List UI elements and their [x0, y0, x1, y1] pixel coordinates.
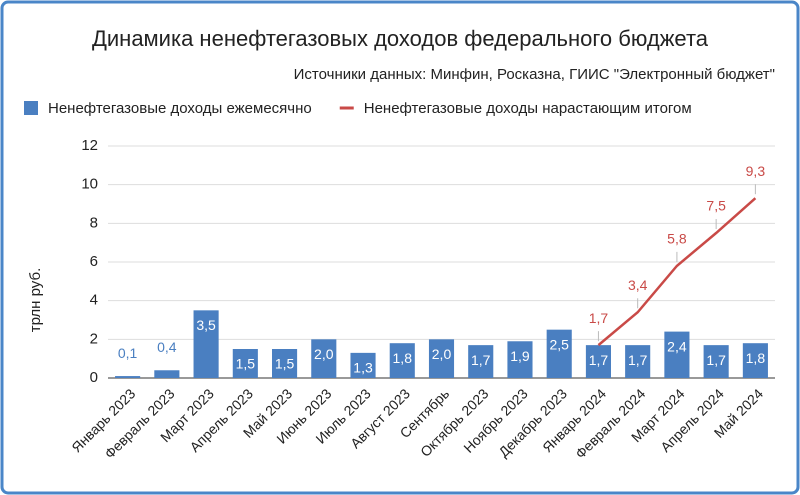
- data-label: 0,1: [118, 345, 138, 361]
- data-label: 1,7: [706, 352, 726, 368]
- data-label: 1,8: [393, 350, 413, 366]
- data-label: 3,5: [196, 317, 216, 333]
- bar: [625, 345, 651, 378]
- bar: [350, 352, 376, 378]
- data-label: 1,7: [589, 310, 609, 326]
- data-label: 1,7: [471, 352, 491, 368]
- legend-swatch: [24, 101, 38, 115]
- bar: [389, 343, 415, 378]
- data-label: 0,4: [157, 339, 177, 355]
- data-label: 3,4: [628, 277, 648, 293]
- bar: [468, 345, 494, 378]
- y-tick-label: 6: [90, 253, 98, 270]
- bar: [703, 345, 729, 378]
- data-label: 2,0: [432, 346, 452, 362]
- bar: [664, 331, 690, 378]
- chart-subtitle: Источники данных: Минфин, Росказна, ГИИС…: [294, 66, 775, 83]
- bar: [311, 339, 337, 378]
- data-label: 1,5: [275, 356, 295, 372]
- bar: [546, 329, 572, 378]
- data-label: 1,9: [510, 348, 530, 364]
- legend-label: Ненефтегазовые доходы ежемесячно: [48, 100, 312, 117]
- y-axis-label: трлн руб.: [27, 268, 44, 333]
- data-label: 1,8: [746, 350, 766, 366]
- data-label: 2,5: [549, 336, 569, 352]
- data-label: 1,7: [628, 352, 648, 368]
- y-tick-label: 0: [90, 369, 98, 386]
- legend-label: Ненефтегазовые доходы нарастающим итогом: [364, 100, 692, 117]
- chart-title: Динамика ненефтегазовых доходов федераль…: [92, 26, 709, 51]
- y-tick-label: 10: [81, 176, 98, 193]
- y-tick-label: 12: [81, 137, 98, 154]
- bar: [585, 345, 611, 378]
- bar: [232, 349, 258, 378]
- data-label: 2,0: [314, 346, 334, 362]
- data-label: 1,3: [353, 360, 373, 376]
- data-label: 7,5: [706, 198, 726, 214]
- data-label: 1,5: [236, 356, 256, 372]
- y-tick-label: 2: [90, 330, 98, 347]
- line: [597, 197, 757, 347]
- data-label: 9,3: [746, 163, 766, 179]
- data-label: 2,4: [667, 338, 687, 354]
- bar: [115, 376, 141, 378]
- bar: [507, 341, 533, 378]
- bar: [154, 370, 180, 378]
- bar: [272, 349, 298, 378]
- bar: [428, 339, 455, 378]
- bar: [742, 343, 768, 378]
- data-label: 5,8: [667, 231, 687, 247]
- y-tick-label: 4: [90, 292, 98, 309]
- bar: [193, 310, 219, 378]
- data-label: 1,7: [589, 352, 609, 368]
- y-tick-label: 8: [90, 214, 98, 231]
